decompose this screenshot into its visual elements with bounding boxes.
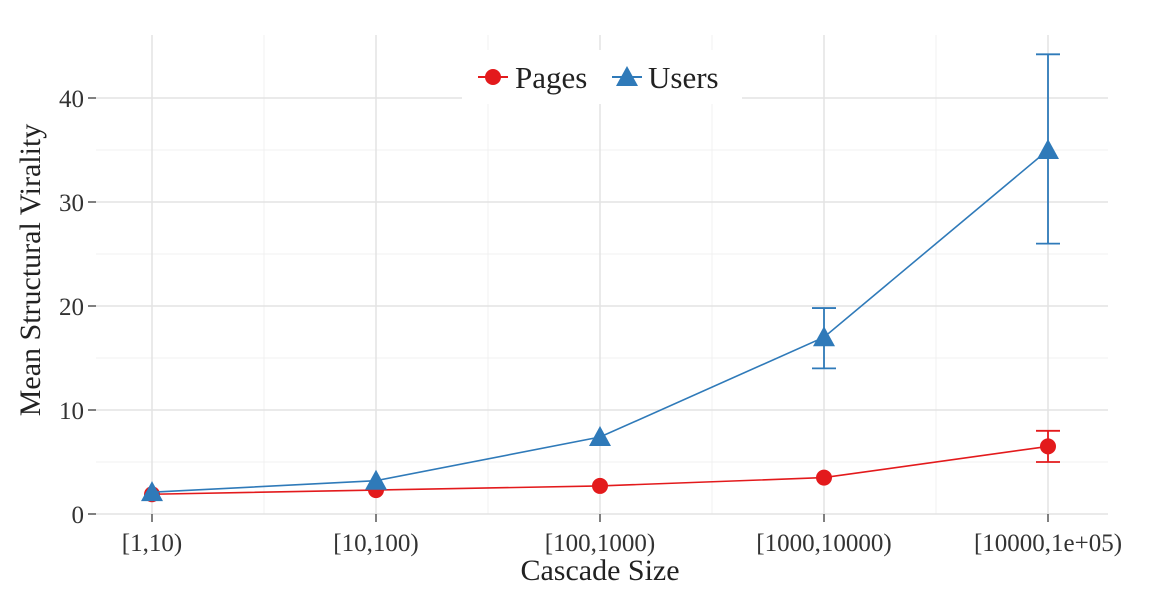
legend-users-marker <box>616 66 638 86</box>
legend-pages-marker <box>485 69 501 85</box>
x-tick-label: [10,100) <box>333 530 418 557</box>
y-axis-title: Mean Structural Virality <box>14 124 47 417</box>
legend-pages-label: Pages <box>515 60 587 95</box>
data-point-users <box>813 326 835 347</box>
y-tick-label: 20 <box>59 294 84 321</box>
x-tick-label: [1000,10000) <box>756 530 891 557</box>
y-tick-label: 10 <box>59 398 84 425</box>
legend[interactable]: Pages Users <box>462 50 742 104</box>
legend-background <box>462 50 742 104</box>
series-users <box>141 53 1060 502</box>
data-point-pages <box>1040 438 1056 455</box>
data-point-users <box>1037 139 1059 159</box>
data-point-users <box>141 481 163 502</box>
data-point-pages <box>592 477 608 494</box>
y-tick-label: 30 <box>59 190 84 217</box>
data-point-users <box>365 469 387 490</box>
x-tick-label: [100,1000) <box>545 530 655 557</box>
axes: 0 10 20 30 40 [1,10) [10,100) [100,1000) [1000,1… <box>59 86 1122 557</box>
data-point-users <box>589 426 611 447</box>
data-point-pages <box>816 469 832 486</box>
x-tick-label: [10000,1e+05) <box>974 530 1122 557</box>
x-tick-label: [1,10) <box>122 530 182 557</box>
x-axis-title: Cascade Size <box>520 554 679 587</box>
series-layer <box>141 53 1060 503</box>
y-tick-label: 40 <box>59 86 84 113</box>
y-tick-label: 0 <box>72 502 85 529</box>
legend-users-label: Users <box>648 60 719 95</box>
